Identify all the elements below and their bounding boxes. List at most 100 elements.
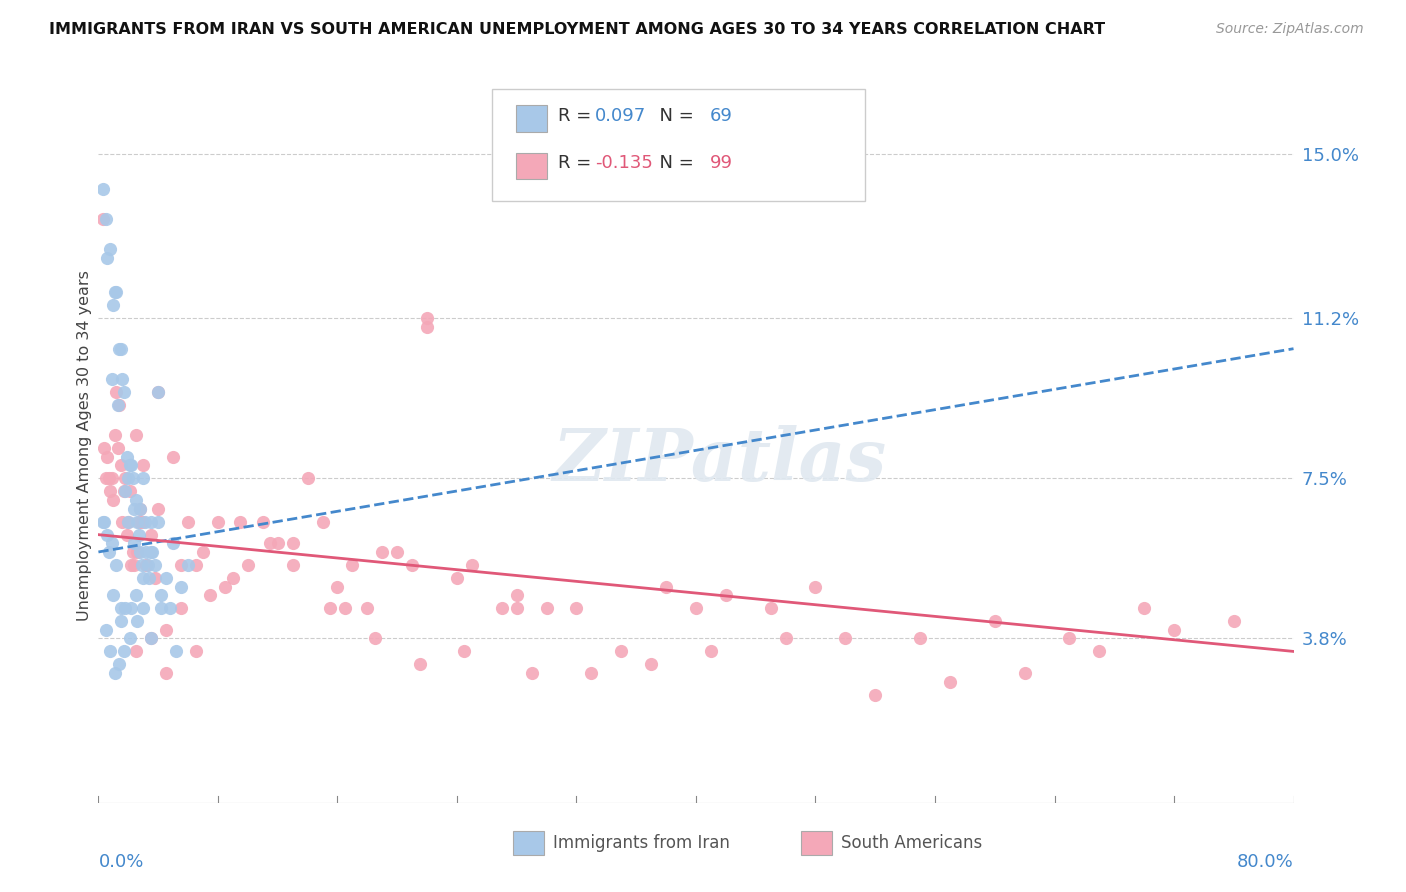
Point (108, 398, 131, 412)
Point (155, 666, 177, 681)
Point (139, 545, 162, 559)
Point (129, 545, 152, 559)
Point (93, 515, 115, 529)
Point (169, 601, 191, 615)
Point (96, 251, 118, 265)
Point (120, 458, 142, 473)
Point (984, 614, 1007, 628)
Point (101, 471, 124, 485)
Point (135, 558, 157, 572)
Point (114, 471, 136, 485)
Point (191, 545, 214, 559)
Point (124, 536, 146, 550)
Point (162, 450, 184, 464)
Point (259, 536, 281, 550)
Point (98, 484, 122, 499)
Point (229, 515, 252, 529)
Point (103, 298, 125, 312)
Point (112, 384, 135, 399)
Point (640, 657, 662, 672)
Point (506, 588, 529, 602)
Point (111, 372, 134, 386)
Point (128, 527, 150, 541)
Text: 80.0%: 80.0% (1237, 853, 1294, 871)
Point (132, 571, 155, 585)
Point (97, 545, 120, 559)
Point (97, 471, 120, 485)
Point (112, 644, 135, 658)
Point (222, 571, 245, 585)
Point (135, 545, 157, 559)
Point (125, 493, 148, 508)
Point (401, 558, 423, 572)
Point (581, 666, 603, 681)
Point (103, 493, 125, 508)
Point (491, 601, 513, 615)
Point (184, 644, 207, 658)
Point (356, 601, 378, 615)
Point (139, 632, 162, 646)
Point (252, 515, 274, 529)
Point (865, 688, 887, 702)
Point (121, 545, 143, 559)
Point (107, 398, 129, 412)
Point (124, 558, 146, 572)
Text: -0.135: -0.135 (595, 154, 652, 172)
Text: N =: N = (648, 154, 700, 172)
Point (105, 384, 128, 399)
Point (1059, 632, 1081, 646)
Point (165, 644, 187, 658)
Point (91, 182, 114, 196)
Point (520, 666, 543, 681)
Point (143, 558, 166, 572)
Point (326, 580, 349, 594)
Point (118, 632, 141, 646)
Point (200, 588, 222, 602)
Point (101, 372, 124, 386)
Point (364, 632, 387, 646)
Point (132, 458, 155, 473)
Text: ZIPatlas: ZIPatlas (553, 425, 887, 496)
Point (319, 601, 342, 615)
Point (939, 674, 962, 689)
Point (129, 501, 152, 516)
Point (155, 571, 177, 585)
Point (184, 558, 207, 572)
Text: 0.097: 0.097 (595, 107, 645, 125)
Text: R =: R = (558, 107, 598, 125)
Point (120, 558, 142, 572)
Point (148, 384, 170, 399)
Point (536, 601, 558, 615)
Point (103, 588, 125, 602)
Text: Source: ZipAtlas.com: Source: ZipAtlas.com (1216, 22, 1364, 37)
Text: Immigrants from Iran: Immigrants from Iran (553, 834, 730, 852)
Point (104, 285, 127, 300)
Point (281, 558, 304, 572)
Point (610, 644, 633, 658)
Point (132, 471, 155, 485)
Point (148, 515, 170, 529)
Point (297, 471, 319, 485)
Point (125, 588, 148, 602)
Point (105, 285, 128, 300)
Point (177, 558, 200, 572)
Point (127, 515, 149, 529)
Point (685, 601, 707, 615)
Point (453, 644, 475, 658)
Point (94, 471, 117, 485)
Point (108, 657, 131, 672)
Point (118, 458, 141, 473)
Point (207, 515, 229, 529)
Point (700, 644, 723, 658)
Point (506, 601, 529, 615)
Point (131, 558, 153, 572)
Point (94, 623, 117, 637)
Point (150, 588, 173, 602)
Point (159, 601, 181, 615)
Point (385, 545, 409, 559)
Point (236, 558, 259, 572)
Point (112, 484, 135, 499)
Point (134, 515, 156, 529)
Point (148, 384, 170, 399)
Point (177, 515, 200, 529)
